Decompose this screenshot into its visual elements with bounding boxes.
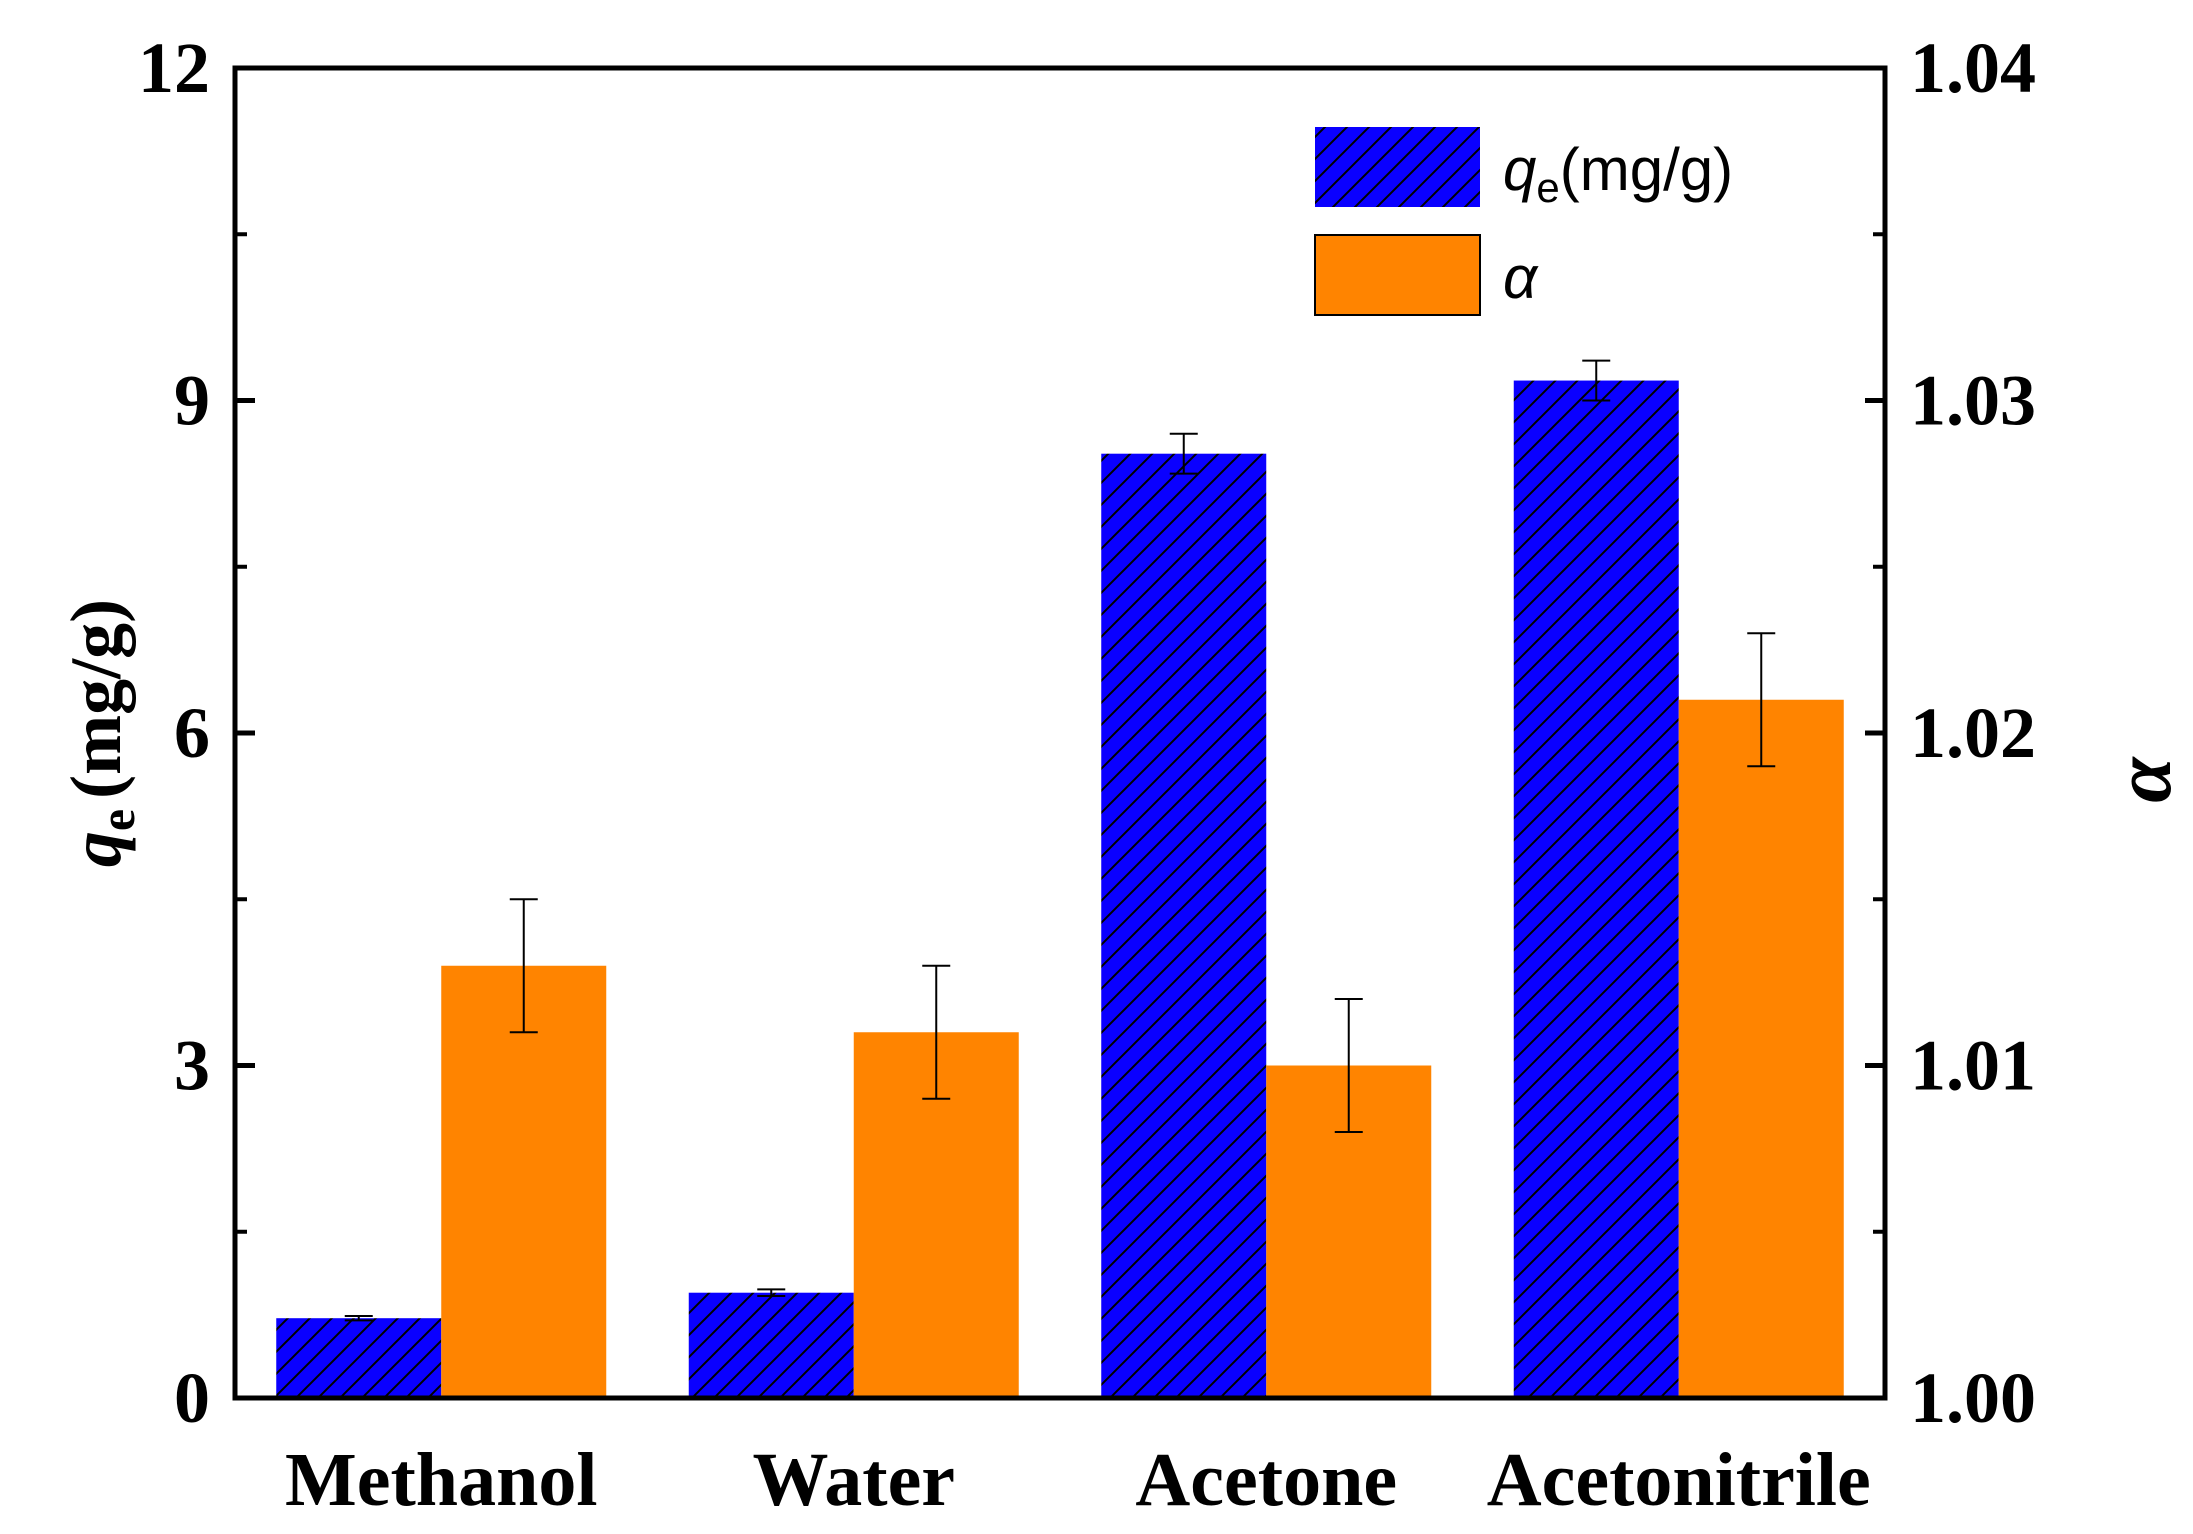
y-left-tick-label: 0 [174,1358,210,1438]
y-left-tick-label: 3 [174,1026,210,1106]
category-label-water: Water [752,1438,955,1522]
y-left-label-symbol: q [56,831,136,867]
category-label-methanol: Methanol [285,1438,597,1522]
bar-qe-methanol [276,1318,442,1398]
y-left-tick-label: 6 [174,693,210,773]
error-bars-layer [344,359,1776,1322]
y-right-tick-label: 1.02 [1910,693,2036,773]
legend-swatch-qe [1315,127,1480,207]
bar-qe-water [688,1292,854,1398]
bars-layer [276,380,1844,1398]
y-left-label-unit: (mg/g) [56,599,136,799]
ticks-layer: Methanol Water Acetone Acetonitrile 0 3 6 9 12 1.… [138,28,2036,1522]
y-left-tick-label: 12 [138,28,210,108]
legend-label-alpha: α [1503,244,1539,311]
category-label-acetone: Acetone [1135,1438,1397,1522]
legend-qe-unit: (mg/g) [1560,136,1733,203]
legend-qe-symbol: q [1503,136,1536,203]
legend-qe-subscript: e [1536,164,1559,211]
legend-label-qe: qe(mg/g) [1503,136,1733,211]
bar-alpha-acetonitrile [1678,699,1844,1398]
y-right-tick-label: 1.01 [1910,1026,2036,1106]
y-axis-left-label: qe (mg/g) [56,599,145,867]
y-left-label-subscript: e [89,809,145,831]
legend: qe(mg/g) α [1314,127,1733,316]
category-label-acetonitrile: Acetonitrile [1487,1438,1871,1522]
y-right-tick-label: 1.04 [1910,28,2036,108]
y-right-tick-label: 1.00 [1910,1358,2036,1438]
y-right-tick-label: 1.03 [1910,361,2036,441]
y-axis-right-label: α [2097,756,2188,803]
bar-qe-acetone [1101,453,1267,1398]
y-left-tick-label: 9 [174,361,210,441]
bar-qe-acetonitrile [1513,380,1679,1398]
legend-swatch-alpha [1314,234,1481,316]
bar-alpha-methanol [441,965,607,1398]
